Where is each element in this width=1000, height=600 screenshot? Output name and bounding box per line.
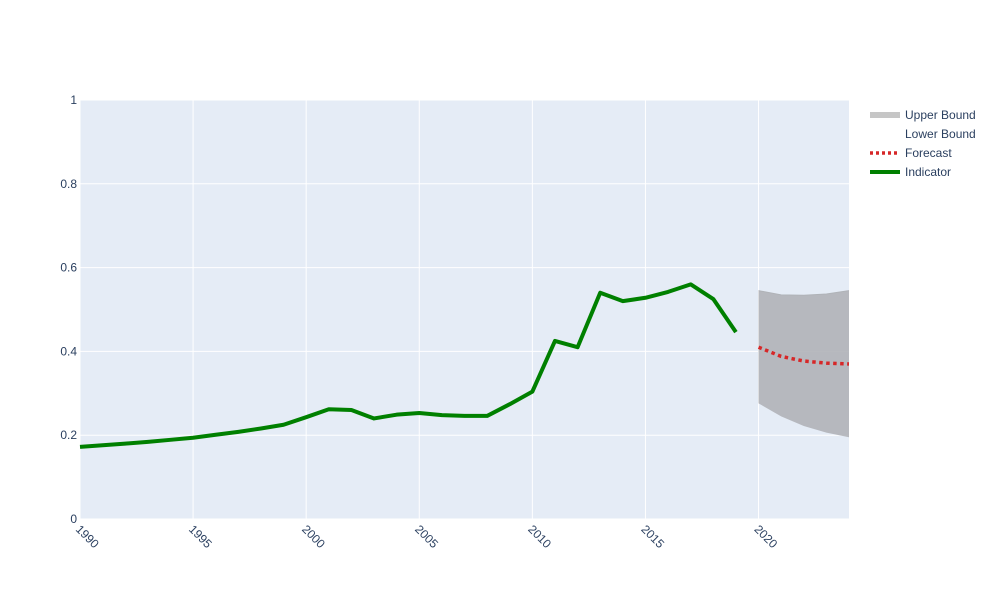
x-tick-label: 2015 [638, 522, 667, 551]
series-layer [79, 282, 850, 449]
legend-label: Lower Bound [905, 127, 976, 141]
indicator-line [79, 282, 738, 449]
y-tick-label: 0.8 [60, 177, 77, 191]
legend: Upper Bound Lower Bound Forecast Indicator [870, 108, 976, 179]
x-tick-label: 2010 [525, 522, 554, 551]
legend-item: Lower Bound [905, 127, 976, 141]
x-tick-label: 2000 [299, 522, 328, 551]
confidence-band [758, 290, 849, 438]
x-tick-label: 1995 [186, 522, 215, 551]
legend-item: Forecast [870, 146, 952, 160]
legend-item: Indicator [870, 165, 951, 179]
forecast-line [757, 345, 850, 366]
upper-bound-line [758, 290, 850, 296]
y-tick-label: 0 [70, 512, 77, 526]
legend-label: Indicator [905, 165, 951, 179]
y-tick-label: 0.4 [60, 344, 77, 358]
x-tick-label: 1990 [73, 522, 102, 551]
grid-layer [79, 99, 849, 520]
plot-area [80, 100, 849, 519]
plot-background-layer [80, 100, 849, 519]
legend-label: Forecast [905, 146, 952, 160]
x-tick-label: 2005 [412, 522, 441, 551]
y-tick-label: 1 [70, 93, 77, 107]
legend-label: Upper Bound [905, 108, 976, 122]
legend-item: Upper Bound [870, 108, 976, 122]
y-tick-label: 0.2 [60, 428, 77, 442]
y-tick-label: 0.6 [60, 261, 77, 275]
x-tick-label: 2020 [751, 522, 780, 551]
